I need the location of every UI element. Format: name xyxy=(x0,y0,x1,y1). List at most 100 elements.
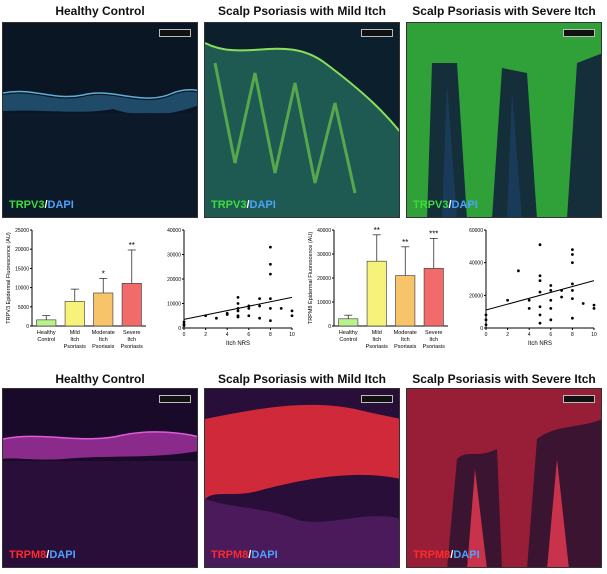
x-tick-label: 10 xyxy=(591,332,597,338)
category-label: Itch xyxy=(372,337,381,343)
y-tick-label: 30000 xyxy=(317,252,331,258)
data-point xyxy=(269,307,272,310)
y-tick-label: 30000 xyxy=(167,253,181,259)
category-label: Itch xyxy=(99,337,108,343)
data-point xyxy=(571,282,574,286)
top-title-healthy: Healthy Control xyxy=(55,4,145,18)
data-point xyxy=(549,298,553,302)
x-tick-label: 6 xyxy=(549,332,552,338)
bar xyxy=(36,319,57,327)
scale-bar xyxy=(361,29,393,37)
data-point xyxy=(236,302,240,305)
data-point xyxy=(484,313,488,317)
category-label: Psoriasis xyxy=(121,344,144,350)
data-point xyxy=(236,295,240,299)
x-tick-label: 0 xyxy=(485,332,488,338)
data-point xyxy=(571,289,574,292)
data-point xyxy=(538,279,542,283)
data-point xyxy=(560,295,563,299)
data-point xyxy=(269,245,272,249)
significance-marker: * xyxy=(102,269,105,278)
scale-bar xyxy=(159,395,191,403)
trpm8-severe-image: TRPM8/DAPI xyxy=(406,388,602,568)
trpm8-healthy-image: TRPM8/DAPI xyxy=(2,388,198,568)
data-point xyxy=(290,309,294,313)
y-tick-label: 0 xyxy=(328,324,331,330)
x-tick-label: 2 xyxy=(506,332,509,338)
data-point xyxy=(571,253,574,256)
category-label: Control xyxy=(339,337,357,343)
data-point xyxy=(236,309,240,313)
category-label: Psoriasis xyxy=(92,344,115,350)
y-tick-label: 60000 xyxy=(469,228,483,234)
data-point xyxy=(592,307,596,310)
y-tick-label: 40000 xyxy=(167,228,181,234)
data-point xyxy=(269,262,272,266)
y-tick-label: 20000 xyxy=(167,277,181,283)
category-label: Moderate xyxy=(394,330,417,336)
x-tick-label: 2 xyxy=(204,332,207,338)
category-label: Severe xyxy=(123,330,140,336)
bar xyxy=(423,268,444,327)
data-point xyxy=(236,314,240,318)
data-point xyxy=(290,314,294,318)
data-point xyxy=(549,289,553,292)
x-tick-label: 8 xyxy=(269,332,272,338)
trpv3-scatter-plot: 0 10000 20000 30000 40000 0 2 4 6 8 10 Itch NRS xyxy=(167,228,295,347)
significance-marker: *** xyxy=(429,229,438,238)
x-axis-label: Itch NRS xyxy=(226,341,250,347)
significance-marker: ** xyxy=(374,226,380,235)
micrograph-trpv3-mild xyxy=(205,23,399,217)
x-tick-label: 4 xyxy=(226,332,229,338)
y-tick-label: 10000 xyxy=(167,302,181,308)
y-tick-label: 40000 xyxy=(469,261,483,267)
data-point xyxy=(258,316,261,320)
category-label: Itch xyxy=(127,337,136,343)
y-tick-label: 0 xyxy=(480,326,483,332)
data-point xyxy=(484,323,488,327)
data-point xyxy=(215,316,218,320)
data-point xyxy=(182,322,186,326)
stain-label: TRPM8/DAPI xyxy=(9,549,76,561)
y-tick-label: 0 xyxy=(178,326,181,332)
bar xyxy=(338,318,359,327)
data-point xyxy=(279,307,283,310)
y-tick-label: 0 xyxy=(26,324,29,330)
category-label: Itch xyxy=(70,337,79,343)
data-point xyxy=(225,311,229,315)
category-label: Itch xyxy=(401,337,410,343)
bar xyxy=(64,301,85,327)
data-point xyxy=(247,307,251,310)
scale-bar xyxy=(159,29,191,37)
x-tick-label: 10 xyxy=(289,332,295,338)
y-tick-label: 10000 xyxy=(317,300,331,306)
stain-label: TRPV3/DAPI xyxy=(211,199,276,211)
category-label: Moderate xyxy=(92,330,115,336)
data-point xyxy=(592,303,596,307)
data-point xyxy=(571,248,574,251)
data-point xyxy=(571,261,574,265)
y-tick-label: 20000 xyxy=(15,247,29,253)
data-point xyxy=(258,304,261,308)
trpv3-healthy-image: TRPV3/DAPI xyxy=(2,22,198,218)
x-tick-label: 8 xyxy=(571,332,574,338)
x-tick-label: 6 xyxy=(247,332,250,338)
bottom-title-mild: Scalp Psoriasis with Mild Itch xyxy=(217,372,387,386)
bar xyxy=(93,292,114,327)
x-tick-label: 4 xyxy=(528,332,531,338)
y-tick-label: 20000 xyxy=(317,276,331,282)
trend-line xyxy=(485,280,595,311)
bar xyxy=(395,275,416,327)
data-point xyxy=(538,305,542,309)
data-point xyxy=(538,290,542,294)
y-tick-label: 20000 xyxy=(469,293,483,299)
scale-bar xyxy=(563,395,595,403)
category-label: Psoriasis xyxy=(366,344,389,350)
x-tick-label: 0 xyxy=(183,332,186,338)
x-axis-label: Itch NRS xyxy=(528,341,552,347)
y-tick-label: 25000 xyxy=(15,228,29,234)
top-title-mild: Scalp Psoriasis with Mild Itch xyxy=(217,4,387,18)
trpm8-scatter-plot: 0 20000 40000 60000 0 2 4 6 8 10 Itch NRS xyxy=(469,228,597,347)
